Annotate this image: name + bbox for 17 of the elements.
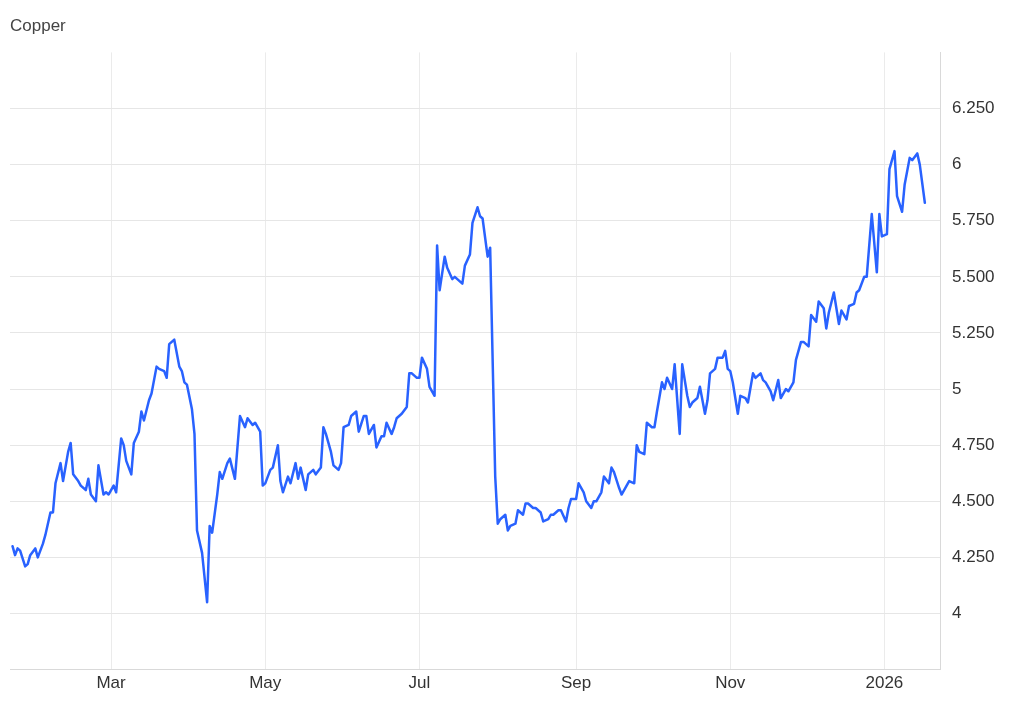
x-tick-label: Jul (408, 673, 431, 693)
chart-title: Copper (10, 15, 67, 35)
y-tick-label: 4.250 (952, 547, 995, 567)
y-tick-label: 6.250 (952, 98, 995, 118)
x-tick-label: Mar (96, 673, 127, 693)
y-tick-label: 6 (952, 154, 962, 174)
y-tick-label: 5.250 (952, 322, 995, 342)
x-tick-label: Sep (560, 673, 592, 693)
x-tick-label: May (249, 673, 282, 693)
y-tick-label: 5 (952, 378, 962, 398)
y-tick-label: 5.750 (952, 210, 995, 230)
x-tick-label: 2026 (865, 673, 904, 693)
x-tick-label: Nov (715, 673, 746, 693)
y-tick-label: 5.500 (952, 266, 995, 286)
y-tick-label: 4.500 (952, 490, 995, 510)
y-tick-label: 4 (952, 603, 962, 623)
y-tick-label: 4.750 (952, 434, 995, 454)
